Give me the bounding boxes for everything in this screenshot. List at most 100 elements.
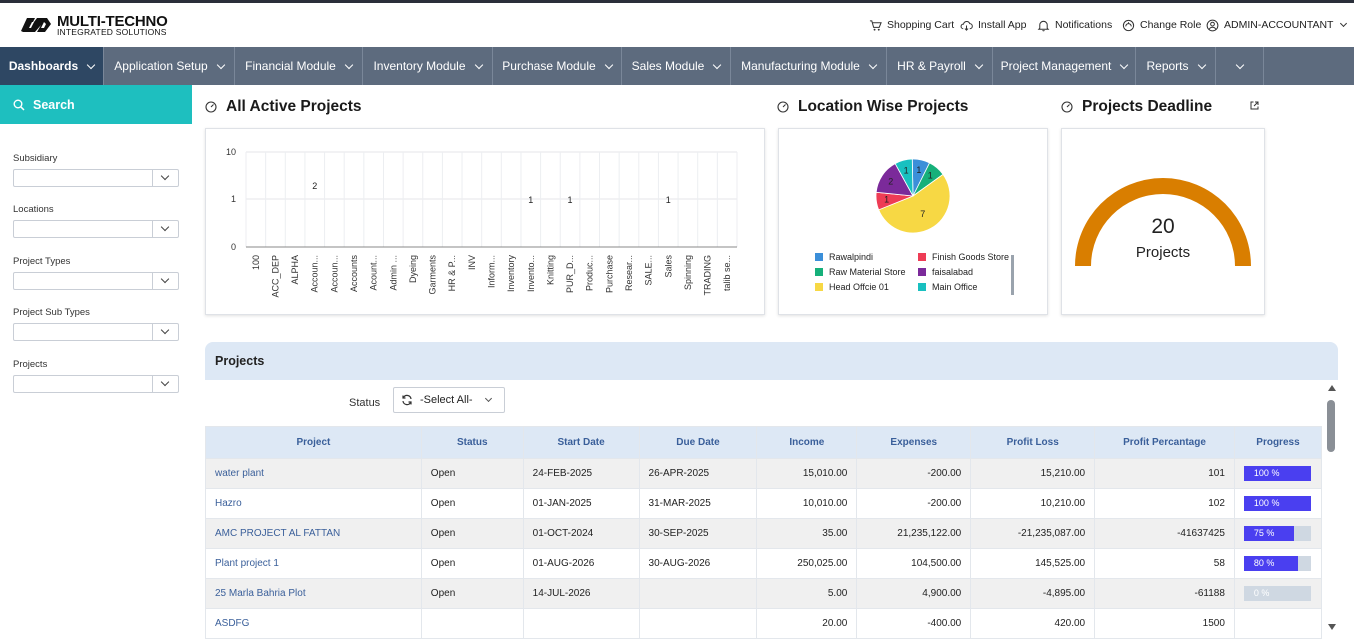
- x-tick-label: Garments: [428, 255, 438, 295]
- status-cell: Open: [420, 458, 524, 489]
- legend-label[interactable]: Finish Goods Store: [932, 252, 1009, 262]
- table-row[interactable]: 25 Marla Bahria Plot Open 14-JUL-2026 5.00 4…: [205, 578, 1323, 609]
- project-name-link[interactable]: AMC PROJECT AL FATTAN: [205, 518, 422, 549]
- expenses-cell: -400.00: [856, 608, 972, 639]
- notifications-link[interactable]: Notifications: [1037, 17, 1112, 33]
- nav-inventory-module[interactable]: Inventory Module: [363, 47, 493, 85]
- bar-data-label: 1: [528, 195, 533, 205]
- nav-application-setup[interactable]: Application Setup: [104, 47, 235, 85]
- start-date-cell: 01-OCT-2024: [522, 518, 640, 549]
- project-types-select[interactable]: [13, 272, 179, 290]
- search-button[interactable]: Search: [0, 85, 192, 124]
- location-projects-title-text: Location Wise Projects: [798, 98, 969, 115]
- legend-scrollbar[interactable]: [1011, 255, 1014, 295]
- legend-label[interactable]: Raw Material Store: [829, 267, 906, 277]
- bar: [529, 199, 533, 247]
- project-name-link[interactable]: ASDFG: [205, 608, 422, 639]
- x-tick-label: Acount...: [369, 255, 379, 291]
- column-header-progress[interactable]: Progress: [1233, 426, 1323, 459]
- bar-data-label: 2: [312, 181, 317, 191]
- pie-slice[interactable]: [894, 158, 914, 197]
- due-date-cell: 26-APR-2025: [638, 458, 758, 489]
- gauge-unit-label: Projects: [1136, 244, 1190, 261]
- nav-label: HR & Payroll: [897, 59, 966, 73]
- nav-dashboards[interactable]: Dashboards: [0, 47, 104, 85]
- income-cell: 5.00: [756, 578, 858, 609]
- gauge-icon: [205, 101, 217, 113]
- table-scrollbar[interactable]: [1326, 385, 1336, 635]
- x-tick-label: HR & P...: [447, 255, 457, 291]
- income-cell: 20.00: [756, 608, 858, 639]
- install-app-link[interactable]: Install App: [960, 17, 1026, 33]
- bar-data-label: 1: [568, 195, 573, 205]
- brand-logo[interactable]: MULTI-TECHNO INTEGRATED SOLUTIONS: [17, 13, 168, 39]
- scrollbar-thumb[interactable]: [1327, 400, 1335, 452]
- scroll-up-icon[interactable]: [1328, 385, 1336, 391]
- project-name-link[interactable]: 25 Marla Bahria Plot: [205, 578, 422, 609]
- nav-financial-module[interactable]: Financial Module: [235, 47, 363, 85]
- user-menu[interactable]: ADMIN-ACCOUNTANT: [1206, 17, 1348, 33]
- column-header-project[interactable]: Project: [205, 426, 422, 459]
- progress-label: 100 %: [1253, 468, 1280, 478]
- locations-label: Locations: [13, 204, 54, 215]
- project-name-link[interactable]: Plant project 1: [205, 548, 422, 579]
- column-header-profit-loss[interactable]: Profit Loss: [970, 426, 1096, 459]
- nav-purchase-module[interactable]: Purchase Module: [493, 47, 622, 85]
- projects-select[interactable]: [13, 375, 179, 393]
- nav-project-management[interactable]: Project Management: [993, 47, 1136, 85]
- column-header-due-date[interactable]: Due Date: [638, 426, 758, 459]
- locations-select[interactable]: [13, 220, 179, 238]
- chevron-down-icon: [604, 60, 613, 69]
- nav-reports[interactable]: Reports: [1136, 47, 1216, 85]
- column-header-start-date[interactable]: Start Date: [522, 426, 640, 459]
- column-header-income[interactable]: Income: [756, 426, 858, 459]
- change-role-link[interactable]: Change Role: [1122, 17, 1201, 33]
- start-date-cell: 01-AUG-2026: [522, 548, 640, 579]
- legend-swatch: [918, 268, 926, 276]
- table-row[interactable]: Hazro Open 01-JAN-2025 31-MAR-2025 10,010.00…: [205, 488, 1323, 519]
- profit-percentage-cell: 58: [1094, 548, 1235, 579]
- progress-cell: [1233, 608, 1323, 639]
- scroll-down-icon[interactable]: [1328, 624, 1336, 630]
- progress-label: 100 %: [1253, 498, 1280, 508]
- dashboard-main: All Active Projects Location Wise Projec…: [192, 85, 1354, 642]
- expenses-cell: -200.00: [856, 488, 972, 519]
- column-header-profit-percentage[interactable]: Profit Percantage: [1094, 426, 1235, 459]
- progress-label: 0 %: [1253, 588, 1270, 598]
- column-header-expenses[interactable]: Expenses: [856, 426, 972, 459]
- search-icon: [13, 99, 25, 111]
- nav-hr-payroll[interactable]: HR & Payroll: [887, 47, 993, 85]
- nav-label: Dashboards: [8, 59, 79, 73]
- shopping-cart-link[interactable]: Shopping Cart: [869, 17, 954, 33]
- legend-label[interactable]: Rawalpindi: [829, 252, 873, 262]
- project-sub-types-select[interactable]: [13, 323, 179, 341]
- bar-data-label: 1: [666, 195, 671, 205]
- table-row[interactable]: ASDFG 20.00 -400.00 420.00 1500: [205, 608, 1323, 639]
- project-name-link[interactable]: Hazro: [205, 488, 422, 519]
- column-header-status[interactable]: Status: [420, 426, 524, 459]
- legend-label[interactable]: Head Offcie 01: [829, 282, 889, 292]
- cloud-download-icon: [960, 20, 973, 31]
- nav-label: Project Management: [1000, 59, 1112, 73]
- nav-more[interactable]: [1216, 47, 1264, 85]
- legend-label[interactable]: faisalabad: [932, 267, 973, 277]
- table-header-row: Project Status Start Date Due Date Incom…: [205, 426, 1323, 459]
- project-name-link[interactable]: water plant: [205, 458, 422, 489]
- legend-label[interactable]: Main Office: [932, 282, 977, 292]
- progress-bar: 0 %: [1243, 586, 1311, 601]
- table-row[interactable]: Plant project 1 Open 01-AUG-2026 30-AUG-202…: [205, 548, 1323, 579]
- y-tick-label: 10: [226, 147, 236, 157]
- pie-slice[interactable]: [878, 173, 951, 234]
- x-tick-label: Produc...: [585, 255, 595, 291]
- nav-manufacturing-module[interactable]: Manufacturing Module: [731, 47, 887, 85]
- chevron-down-icon: [484, 394, 492, 403]
- table-row[interactable]: water plant Open 24-FEB-2025 26-APR-2025 15,…: [205, 458, 1323, 489]
- external-link-icon[interactable]: [1250, 101, 1259, 110]
- pie-slice-label: 2: [888, 176, 893, 186]
- status-filter-select[interactable]: -Select All-: [393, 387, 505, 413]
- pie-slice-label: 1: [916, 165, 921, 175]
- chevron-down-icon: [216, 60, 225, 69]
- nav-sales-module[interactable]: Sales Module: [622, 47, 731, 85]
- table-row[interactable]: AMC PROJECT AL FATTAN Open 01-OCT-2024 30-S…: [205, 518, 1323, 549]
- subsidiary-select[interactable]: [13, 169, 179, 187]
